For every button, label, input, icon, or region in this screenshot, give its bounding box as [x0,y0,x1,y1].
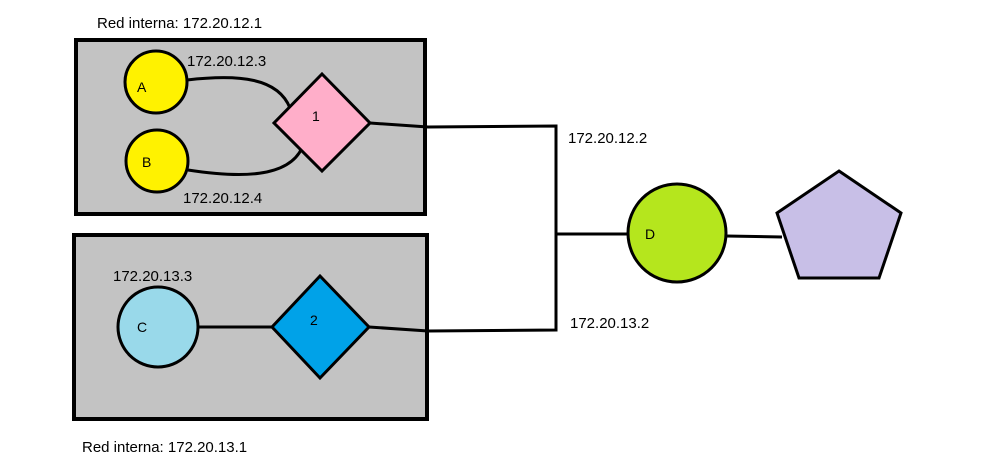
host-a-ip: 172.20.12.3 [187,53,266,70]
host-c-ip: 172.20.13.3 [113,268,192,285]
host-a-label: A [137,79,147,95]
router-2-node [269,273,372,381]
router-1-label: 1 [312,108,320,124]
host-a-node [123,49,189,115]
host-d-node [626,182,728,284]
host-c-label: C [137,319,147,335]
link-router-1-to-d [369,121,630,236]
pentagon-node [775,169,903,280]
host-c-node [116,285,200,369]
host-b-node [124,128,190,194]
router-1-link-ip: 172.20.12.2 [568,130,647,147]
router-2-link-ip: 172.20.13.2 [570,315,649,332]
top-network-title: Red interna: 172.20.12.1 [97,15,262,32]
router-2-label: 2 [310,312,318,328]
host-b-ip: 172.20.12.4 [183,190,262,207]
bottom-network-title: Red interna: 172.20.13.1 [82,439,247,456]
host-d-label: D [645,226,655,242]
router-1-node [271,71,373,174]
link-d-to-pentagon [725,234,783,239]
link-a-to-router-1 [186,76,292,109]
link-b-to-router-1 [187,147,304,177]
link-router-2-to-d [368,234,558,333]
host-b-label: B [142,154,151,170]
